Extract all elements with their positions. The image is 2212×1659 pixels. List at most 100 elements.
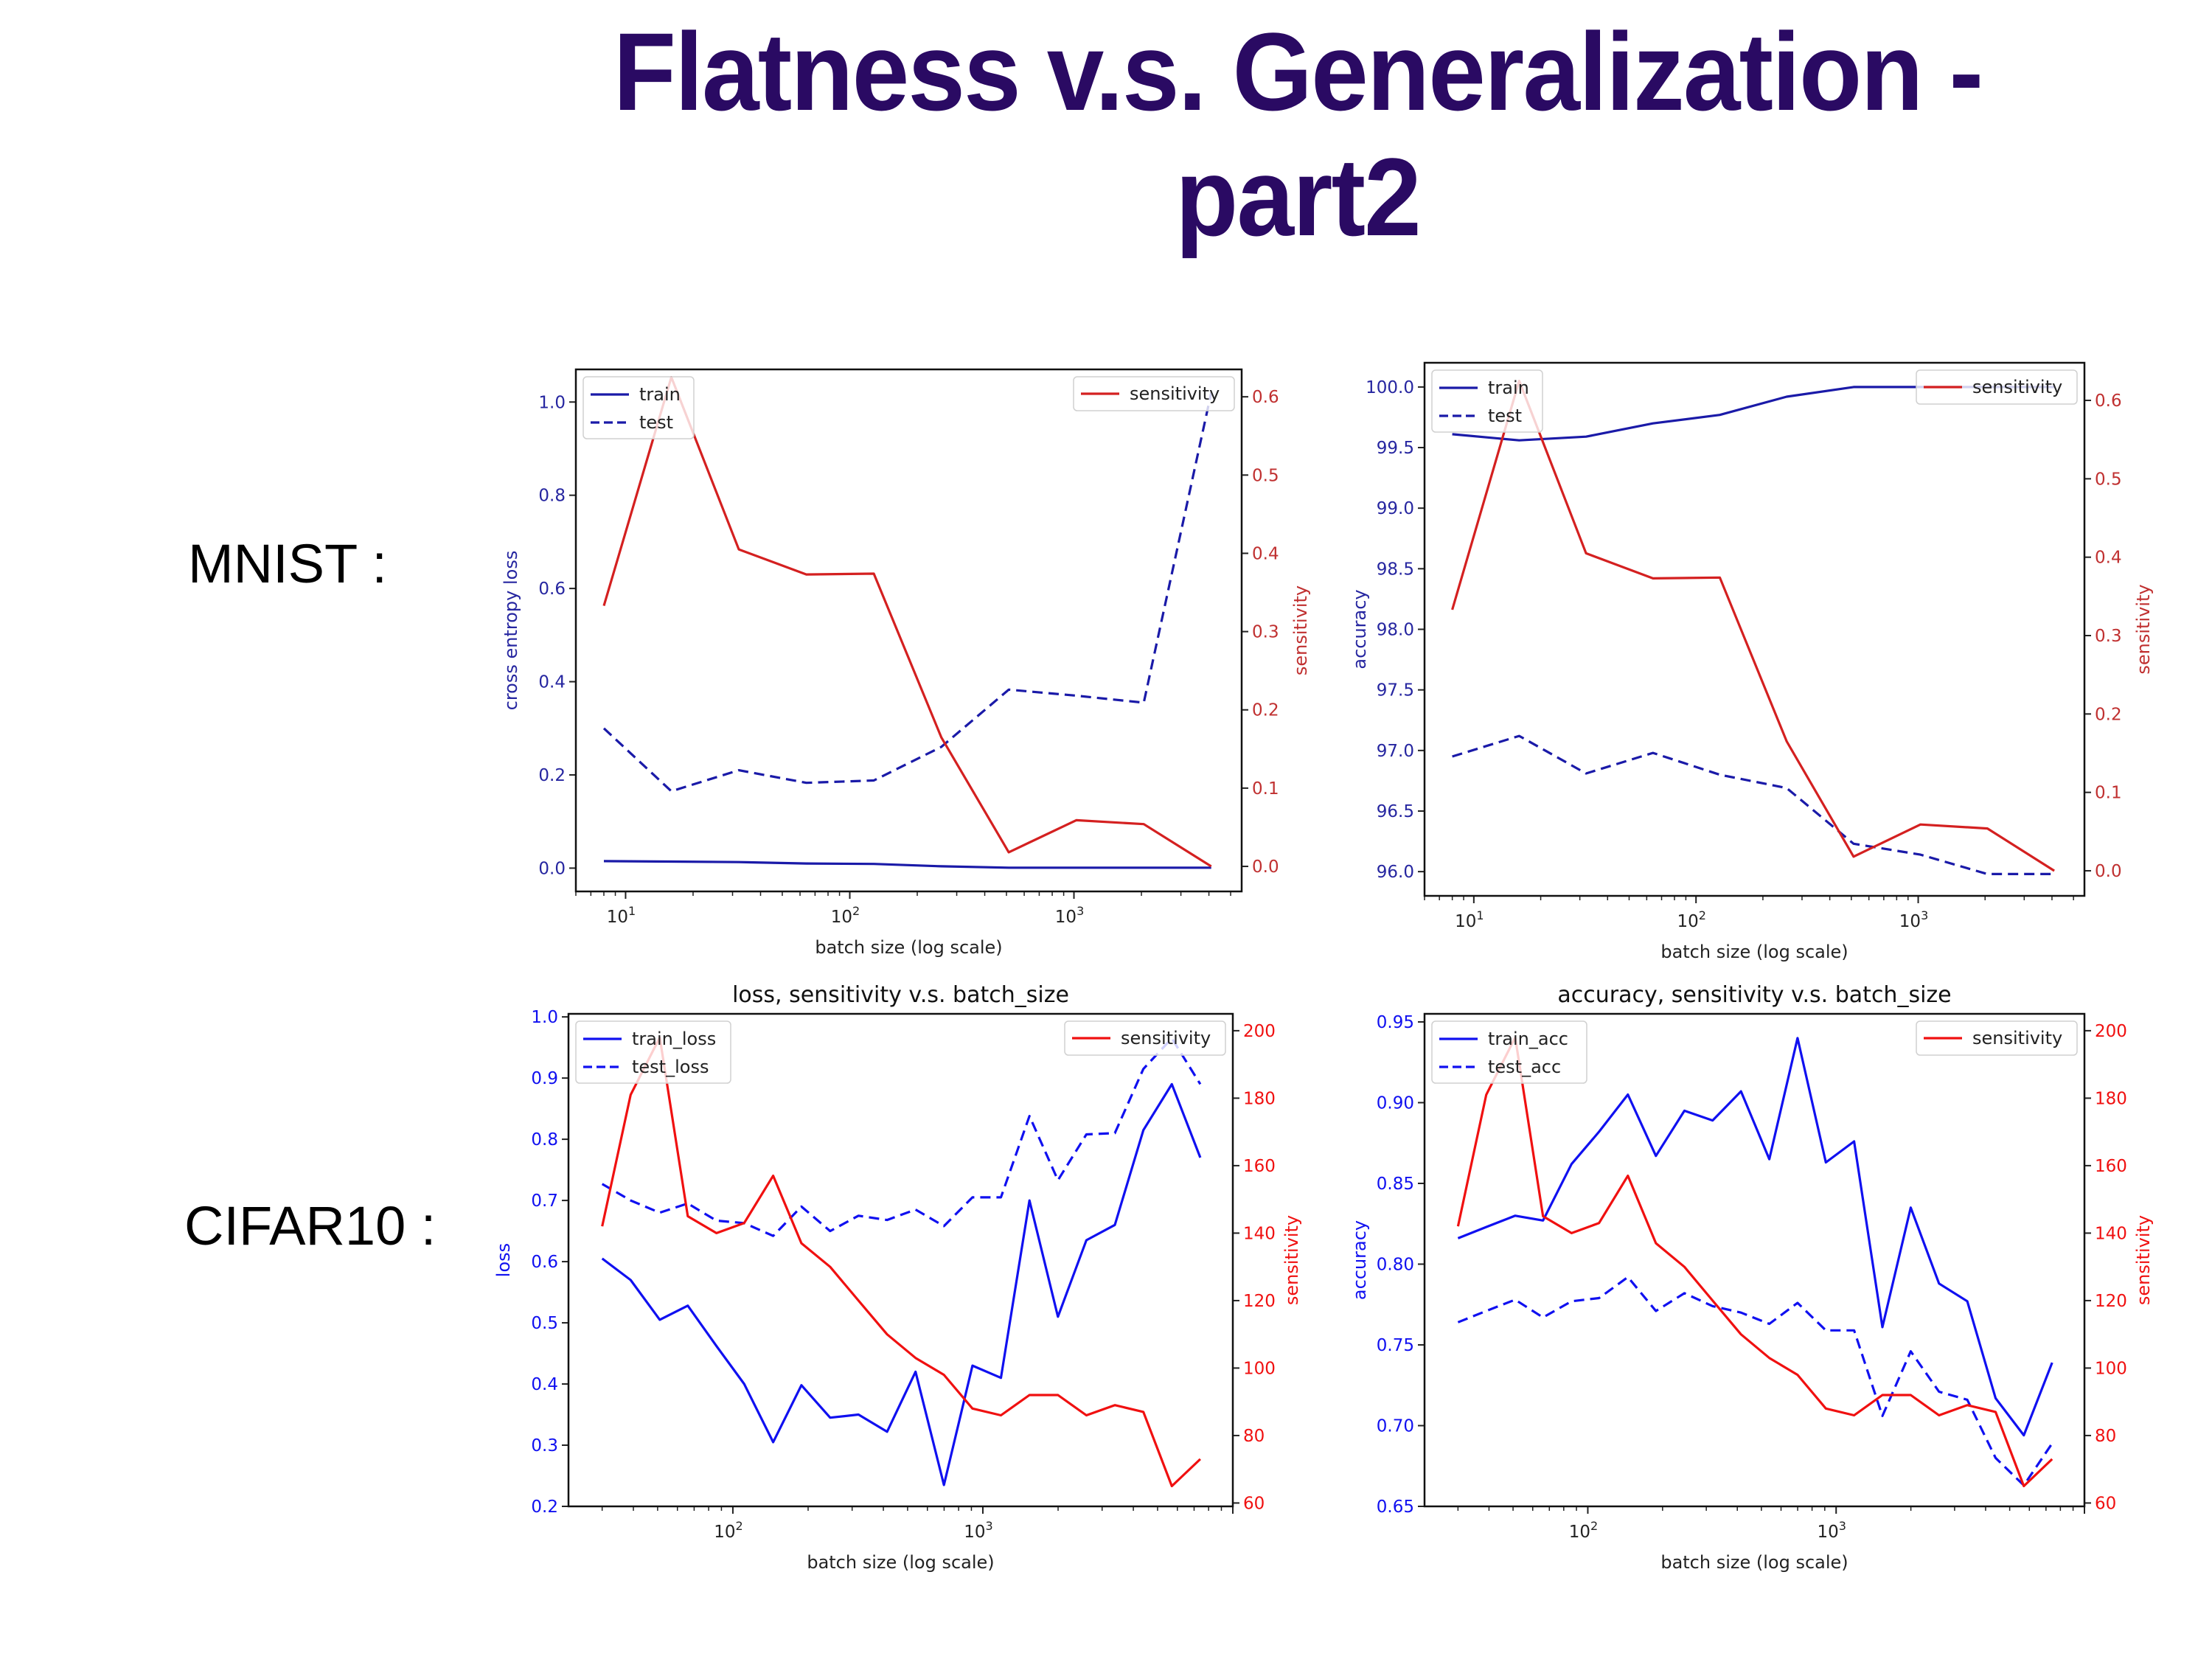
y2-tick-label: 120 xyxy=(2095,1292,2127,1311)
legend-box xyxy=(1916,1020,2078,1056)
y-tick-label: 0.75 xyxy=(1377,1336,1414,1355)
legend-label: train xyxy=(639,384,681,405)
y2-axis-label: sensitivity xyxy=(2133,584,2154,674)
legend-label: sensitivity xyxy=(1972,377,2062,397)
y-axis-label: accuracy xyxy=(1349,1220,1370,1300)
x-tick-label: 101 xyxy=(607,904,636,927)
x-tick-label: 103 xyxy=(964,1519,992,1542)
y-tick-label: 99.5 xyxy=(1377,439,1414,458)
y-axis-label: accuracy xyxy=(1349,589,1370,669)
y2-tick-label: 0.4 xyxy=(2095,549,2122,568)
chart-title: accuracy, sensitivity v.s. batch_size xyxy=(1557,982,1951,1008)
y2-tick-label: 140 xyxy=(2095,1224,2127,1243)
legend-left: train test xyxy=(582,376,695,439)
y2-tick-label: 0.6 xyxy=(2095,392,2122,411)
slide-title-line-2: part2 xyxy=(1175,135,1422,259)
x-tick-base: 10 xyxy=(1817,1523,1838,1542)
y2-axis-label: sensitivity xyxy=(2133,1215,2154,1305)
y-tick-label: 1.0 xyxy=(538,393,566,412)
y-tick-label: 98.5 xyxy=(1377,560,1414,579)
series-line-test xyxy=(1452,734,2055,876)
y2-tick-label: 0.3 xyxy=(1252,623,1279,642)
x-tick-base: 10 xyxy=(1899,912,1921,931)
x-axis-label: batch size (log scale) xyxy=(1660,1552,1848,1573)
x-tick-exponent: 3 xyxy=(1921,908,1928,922)
y2-tick-label: 60 xyxy=(1243,1494,1265,1513)
y2-tick-label: 120 xyxy=(1243,1292,1276,1311)
y-axis-label: cross entropy loss xyxy=(501,551,521,711)
y-tick-label: 0.5 xyxy=(531,1314,558,1333)
x-tick-exponent: 3 xyxy=(1839,1519,1846,1533)
y-tick-label: 0.8 xyxy=(531,1130,558,1150)
y2-tick-label: 100 xyxy=(2095,1359,2127,1378)
x-tick-base: 10 xyxy=(1455,912,1476,931)
legend-label: sensitivity xyxy=(1130,383,1220,404)
y2-tick-label: 0.2 xyxy=(1252,701,1279,720)
legend-label: sensitivity xyxy=(1972,1028,2062,1048)
x-tick-label: 101 xyxy=(1455,908,1484,931)
y-tick-label: 0.70 xyxy=(1377,1416,1414,1436)
y-tick-label: 0.3 xyxy=(531,1436,558,1455)
y-tick-label: 0.7 xyxy=(531,1192,558,1211)
plot-frame xyxy=(1423,361,2086,897)
legend-label: test xyxy=(1488,406,1522,426)
x-tick-label: 102 xyxy=(831,904,860,927)
y-tick-label: 97.5 xyxy=(1377,681,1414,700)
series-line-sensitivity xyxy=(602,376,1212,868)
y2-tick-label: 180 xyxy=(2095,1089,2127,1108)
y2-tick-label: 100 xyxy=(1243,1359,1276,1378)
x-tick-label: 103 xyxy=(1055,904,1084,927)
y-tick-label: 0.0 xyxy=(538,859,566,878)
series-line-train-acc xyxy=(1457,1037,2053,1437)
y-tick-label: 96.0 xyxy=(1377,863,1414,882)
y-tick-label: 0.95 xyxy=(1377,1013,1414,1032)
cifar10-label: CIFAR10 : xyxy=(184,1195,437,1256)
x-tick-base: 10 xyxy=(1055,908,1077,927)
legend-label: sensitivity xyxy=(1121,1028,1211,1048)
series-line-sensitivity xyxy=(601,1036,1202,1488)
y2-tick-label: 80 xyxy=(1243,1427,1265,1446)
chart-title: loss, sensitivity v.s. batch_size xyxy=(732,982,1069,1008)
x-tick-base: 10 xyxy=(964,1523,985,1542)
y2-axis-label: sensitivity xyxy=(1290,585,1311,675)
x-tick-exponent: 2 xyxy=(852,904,860,918)
legend-label: test xyxy=(639,412,673,433)
y-axis-label: loss xyxy=(493,1243,514,1277)
chart-cifar-acc: accuracy, sensitivity v.s. batch_size 0.6… xyxy=(1349,982,2154,1573)
y2-tick-label: 200 xyxy=(1243,1022,1276,1041)
legend-right: sensitivity xyxy=(1073,376,1235,411)
x-tick-label: 103 xyxy=(1899,908,1928,931)
series-line-train xyxy=(603,860,1211,869)
x-tick-exponent: 2 xyxy=(735,1519,742,1533)
y-tick-label: 97.0 xyxy=(1377,742,1414,761)
y2-tick-label: 0.2 xyxy=(2095,705,2122,724)
legend-box xyxy=(1073,376,1235,411)
legend-right: sensitivity xyxy=(1916,1020,2078,1056)
y-tick-label: 0.80 xyxy=(1377,1255,1414,1274)
series-line-test-loss xyxy=(601,1037,1202,1237)
y-tick-label: 0.85 xyxy=(1377,1175,1414,1194)
y-tick-label: 0.6 xyxy=(538,580,566,599)
y-tick-label: 0.6 xyxy=(531,1253,558,1272)
chart-cifar-loss: loss, sensitivity v.s. batch_size 0.2 0.3 0… xyxy=(493,982,1302,1573)
y-tick-label: 0.90 xyxy=(1377,1093,1414,1113)
x-tick-exponent: 2 xyxy=(1699,908,1706,922)
x-tick-exponent: 2 xyxy=(1590,1519,1598,1533)
x-tick-exponent: 3 xyxy=(1077,904,1084,918)
chart-mnist-acc: 96.0 96.5 97.0 97.5 98.0 98.5 99.0 99.5 100.0 0.0… xyxy=(1349,361,2154,962)
x-tick-exponent: 1 xyxy=(628,904,636,918)
y-tick-label: 0.65 xyxy=(1377,1498,1414,1517)
y2-tick-label: 140 xyxy=(1243,1224,1276,1243)
plot-frame xyxy=(574,368,1243,893)
legend-left: train_acc test_acc xyxy=(1431,1020,1587,1084)
series-line-sensitivity xyxy=(1451,379,2055,872)
series-line-sensitivity xyxy=(1456,1036,2053,1488)
x-tick-base: 10 xyxy=(607,908,628,927)
x-tick-label: 103 xyxy=(1817,1519,1846,1542)
y2-tick-label: 0.0 xyxy=(2095,862,2122,881)
y2-tick-label: 0.1 xyxy=(1252,779,1279,799)
legend-right: sensitivity xyxy=(1916,369,2078,405)
series-line-test-acc xyxy=(1457,1276,2053,1487)
legend-left: train_loss test_loss xyxy=(575,1020,731,1084)
